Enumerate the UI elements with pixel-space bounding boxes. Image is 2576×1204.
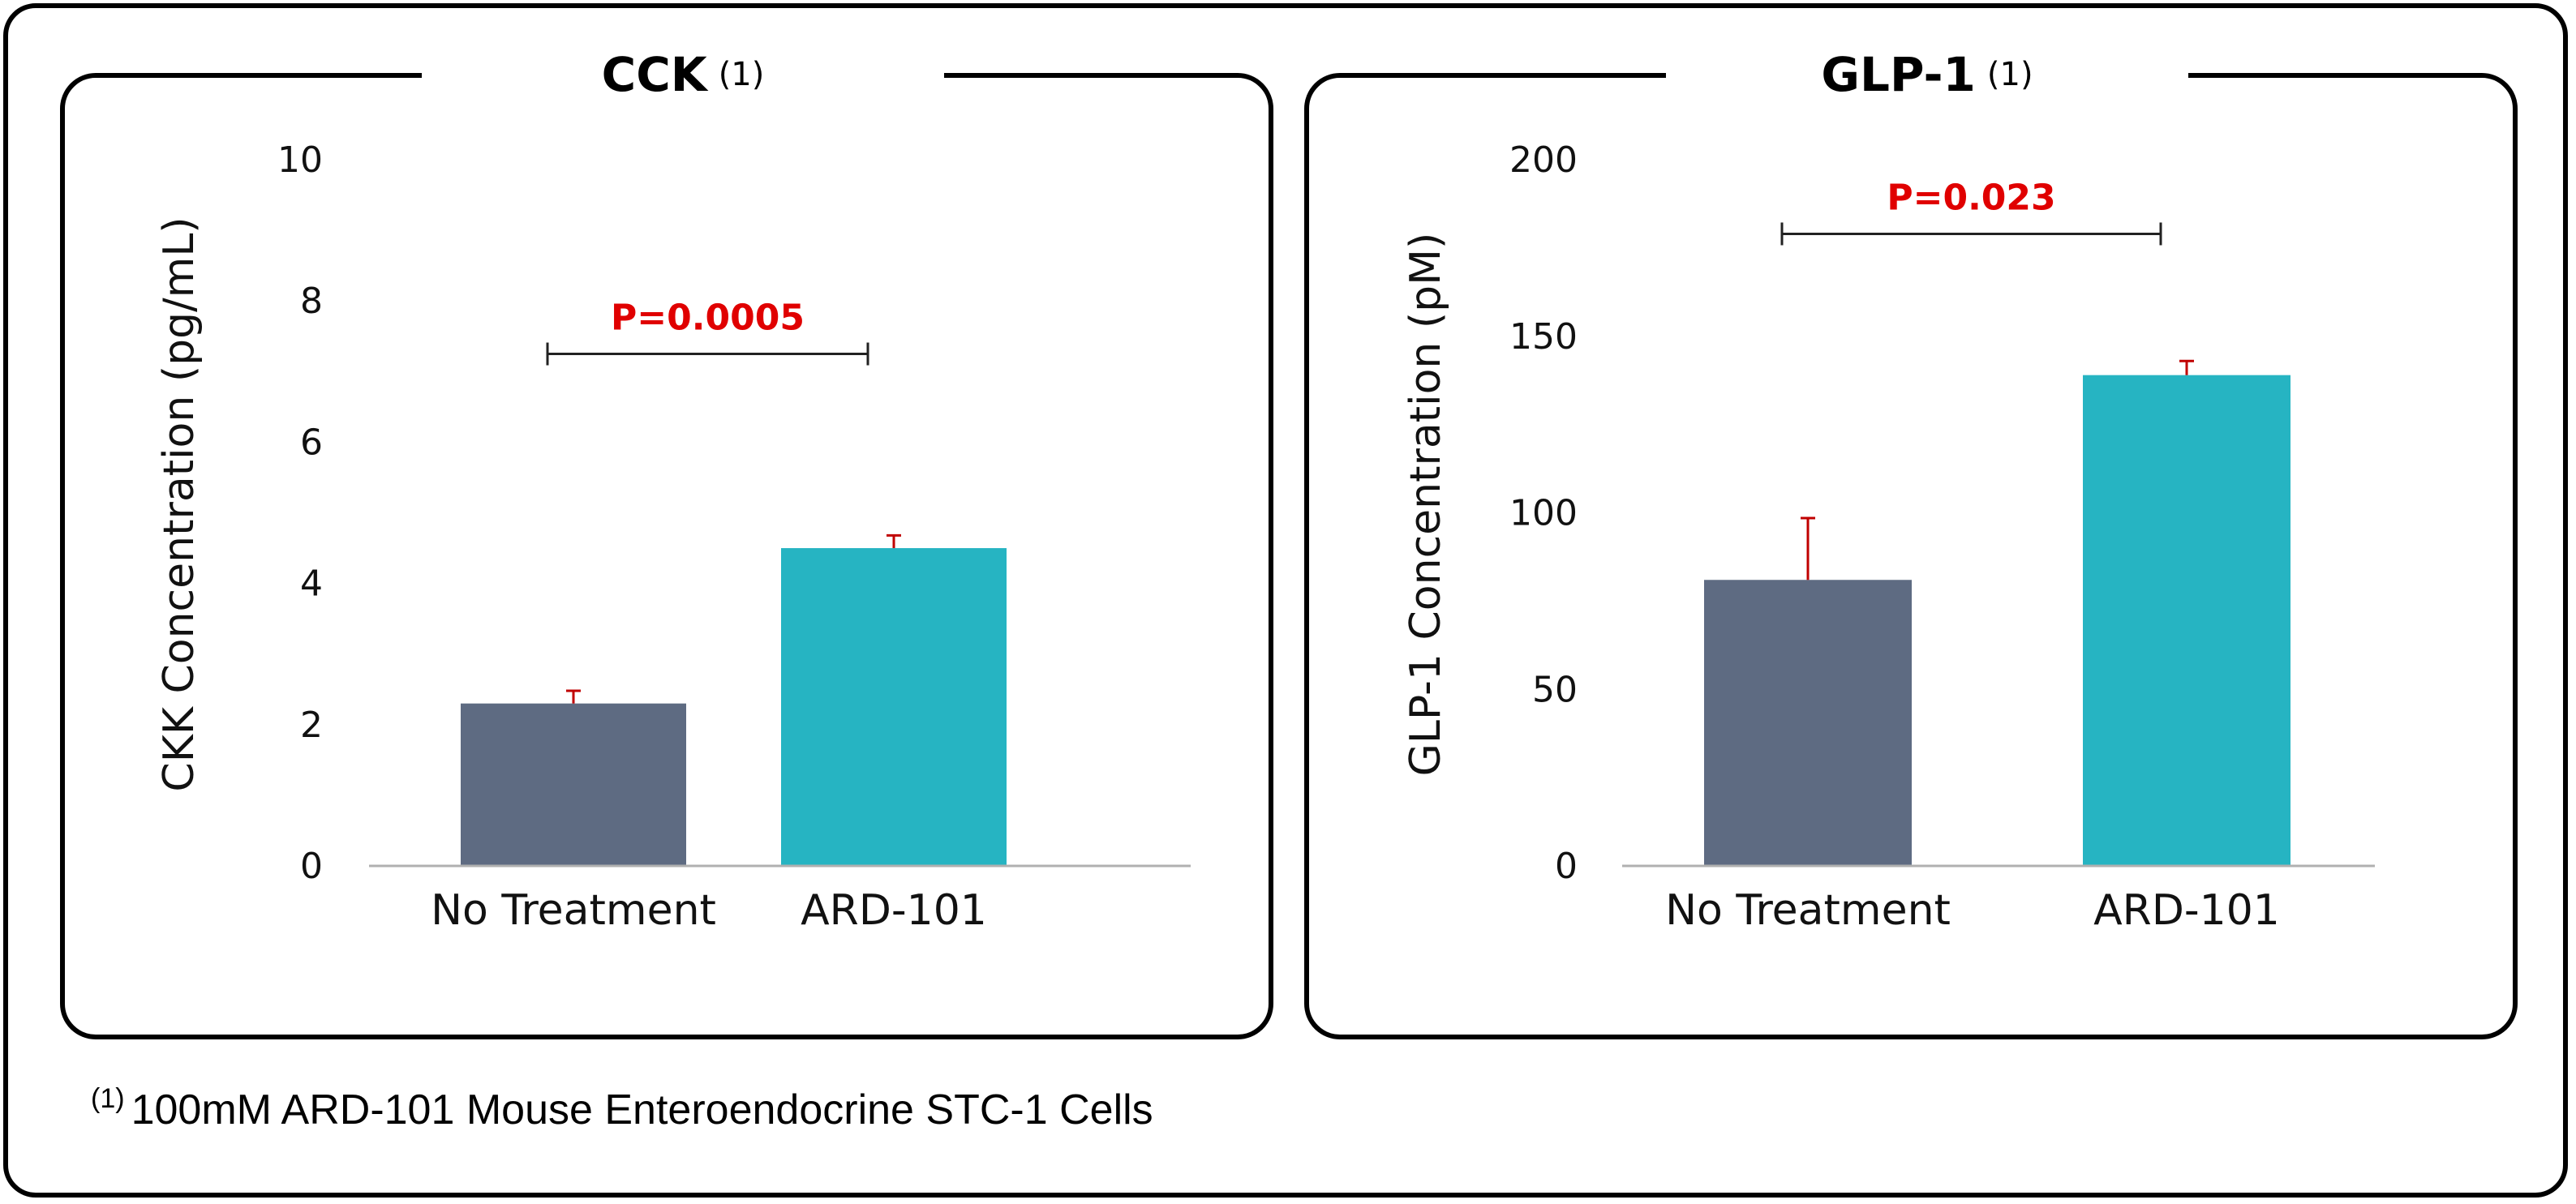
cck-bar-ard101 [781,548,1007,866]
cck-ytick-label: 0 [300,846,323,887]
cck-panel [60,73,1273,1039]
cck-title-box: CCK (1) [422,34,944,115]
glp1-ytick-label: 200 [1509,139,1578,181]
glp1-category-label: ARD-101 [2093,886,2280,935]
glp1-bar-no-treatment [1704,580,1912,866]
footnote-text: 100mM ARD-101 Mouse Enteroendocrine STC-… [131,1086,1153,1133]
glp1-ytick-label: 50 [1532,669,1578,710]
cck-ytick-label: 6 [300,422,323,463]
glp1-p-value-label: P=0.023 [1887,177,2055,218]
cck-ytick-label: 2 [300,705,323,746]
glp1-category-label: No Treatment [1665,886,1951,935]
glp1-title-note: (1) [1986,56,2033,93]
glp1-ytick-label: 150 [1509,316,1578,358]
glp1-ytick-label: 0 [1555,846,1578,887]
glp1-bar-ard101 [2083,375,2290,866]
cck-category-label: ARD-101 [801,886,987,935]
cck-y-axis-title: CKK Concentration (pg/mL) [155,216,204,791]
figure-frame [3,3,2568,1198]
cck-ytick-label: 10 [277,139,323,181]
cck-title-note: (1) [718,56,765,93]
glp1-y-axis-title: GLP-1 Concentration (pM) [1402,233,1450,777]
cck-bar-no-treatment [461,703,686,866]
glp1-ytick-label: 100 [1509,493,1578,534]
glp1-title-box: GLP-1 (1) [1666,34,2188,115]
cck-category-label: No Treatment [431,886,716,935]
cck-p-value-label: P=0.0005 [611,298,805,339]
cck-ytick-label: 4 [300,563,323,605]
cck-chart-title: CCK [601,47,707,102]
glp1-chart-title: GLP-1 [1821,47,1976,102]
footnote: (1) 100mM ARD-101 Mouse Enteroendocrine S… [91,1083,1153,1134]
cck-ytick-label: 8 [300,281,323,322]
footnote-marker: (1) [91,1083,125,1114]
